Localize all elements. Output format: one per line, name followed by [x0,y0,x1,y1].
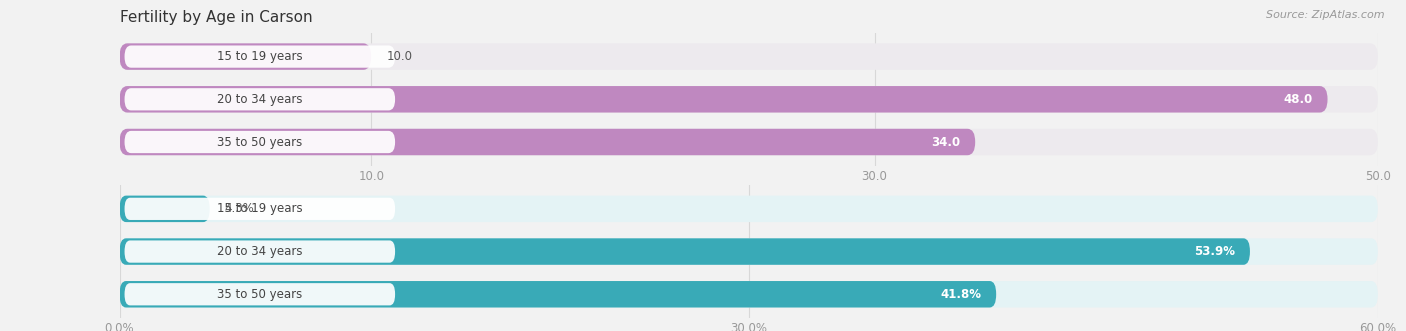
Text: 15 to 19 years: 15 to 19 years [217,50,302,63]
Text: Fertility by Age in Carson: Fertility by Age in Carson [120,10,312,25]
FancyBboxPatch shape [120,281,997,307]
Text: 4.3%: 4.3% [225,202,254,215]
FancyBboxPatch shape [125,283,395,306]
FancyBboxPatch shape [120,43,371,70]
Text: 20 to 34 years: 20 to 34 years [217,245,302,258]
FancyBboxPatch shape [120,86,1327,113]
Text: 34.0: 34.0 [931,135,960,149]
FancyBboxPatch shape [120,43,1378,70]
FancyBboxPatch shape [120,196,1378,222]
FancyBboxPatch shape [120,129,976,155]
FancyBboxPatch shape [125,45,395,68]
Text: 41.8%: 41.8% [941,288,981,301]
Text: 35 to 50 years: 35 to 50 years [217,135,302,149]
FancyBboxPatch shape [120,196,209,222]
FancyBboxPatch shape [120,86,1378,113]
Text: 15 to 19 years: 15 to 19 years [217,202,302,215]
Text: 48.0: 48.0 [1284,93,1312,106]
FancyBboxPatch shape [125,240,395,263]
FancyBboxPatch shape [125,131,395,153]
FancyBboxPatch shape [120,129,1378,155]
FancyBboxPatch shape [125,198,395,220]
Text: 10.0: 10.0 [387,50,412,63]
FancyBboxPatch shape [120,238,1378,265]
FancyBboxPatch shape [125,88,395,111]
FancyBboxPatch shape [120,238,1250,265]
FancyBboxPatch shape [120,281,1378,307]
Text: 35 to 50 years: 35 to 50 years [217,288,302,301]
Text: 20 to 34 years: 20 to 34 years [217,93,302,106]
Text: Source: ZipAtlas.com: Source: ZipAtlas.com [1267,10,1385,20]
Text: 53.9%: 53.9% [1194,245,1234,258]
